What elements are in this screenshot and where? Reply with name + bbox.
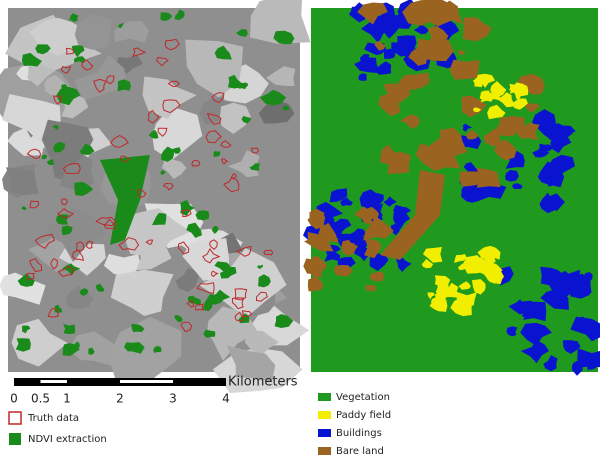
legend-label: Paddy field — [336, 410, 391, 421]
scale-tick-label: 1 — [63, 392, 71, 406]
scale-unit: Kilometers — [228, 375, 298, 390]
legend-swatch — [318, 429, 331, 437]
scale-tick-label: 0.5 — [31, 392, 50, 406]
classification-map — [303, 0, 600, 376]
ndvi-map — [0, 0, 311, 393]
legend-label: Buildings — [336, 428, 382, 439]
scale-segment — [41, 380, 68, 383]
scale-tick-label: 0 — [10, 392, 18, 406]
legend-label: NDVI extraction — [28, 434, 107, 445]
scale-tick-label: 4 — [222, 392, 230, 406]
scale-tick-label: 3 — [169, 392, 177, 406]
legend-label: Truth data — [27, 413, 79, 424]
scale-tick-label: 2 — [116, 392, 124, 406]
scale-segment — [120, 380, 173, 383]
legend-swatch — [9, 433, 21, 445]
page: Kilometers 0 0.5 1 2 3 4 Truth data NDVI extra… — [0, 0, 600, 456]
legend-swatch — [318, 447, 331, 455]
legend-label: Vegetation — [336, 392, 390, 403]
legend-swatch — [318, 411, 331, 419]
class-patch — [450, 60, 480, 80]
legend-swatch — [9, 412, 21, 424]
legend-label: Bare land — [336, 446, 384, 456]
legend-swatch — [318, 393, 331, 401]
